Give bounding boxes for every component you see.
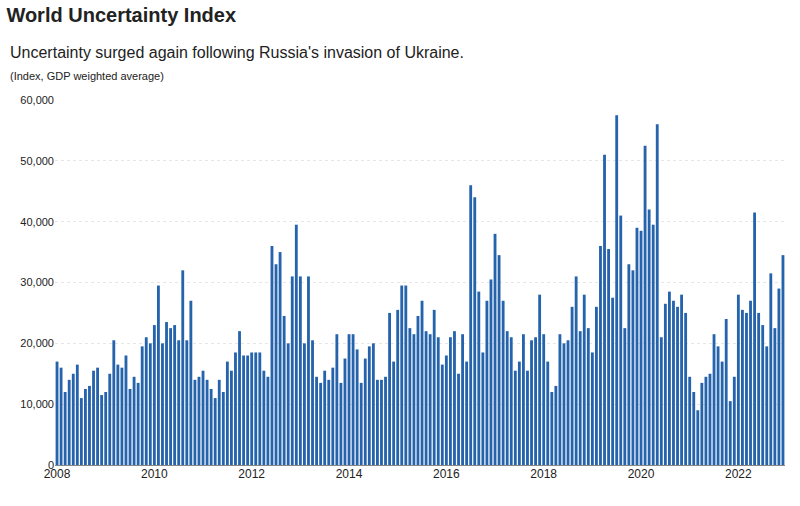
svg-text:30,000: 30,000 <box>20 276 54 288</box>
svg-text:(Index, GDP weighted average): (Index, GDP weighted average) <box>10 70 164 82</box>
svg-text:Uncertainty surged again follo: Uncertainty surged again following Russi… <box>10 44 464 61</box>
svg-text:2022: 2022 <box>725 467 752 481</box>
svg-text:2010: 2010 <box>141 467 168 481</box>
svg-text:20,000: 20,000 <box>20 337 54 349</box>
svg-text:10,000: 10,000 <box>20 398 54 410</box>
svg-text:2014: 2014 <box>336 467 363 481</box>
svg-text:2008: 2008 <box>44 467 71 481</box>
svg-text:World Uncertainty Index: World Uncertainty Index <box>6 4 236 26</box>
svg-text:2012: 2012 <box>238 467 265 481</box>
svg-text:50,000: 50,000 <box>20 155 54 167</box>
svg-text:40,000: 40,000 <box>20 216 54 228</box>
svg-text:2016: 2016 <box>433 467 460 481</box>
svg-text:2018: 2018 <box>530 467 557 481</box>
svg-text:60,000: 60,000 <box>20 94 54 106</box>
svg-text:0: 0 <box>48 459 54 471</box>
svg-text:2020: 2020 <box>628 467 655 481</box>
